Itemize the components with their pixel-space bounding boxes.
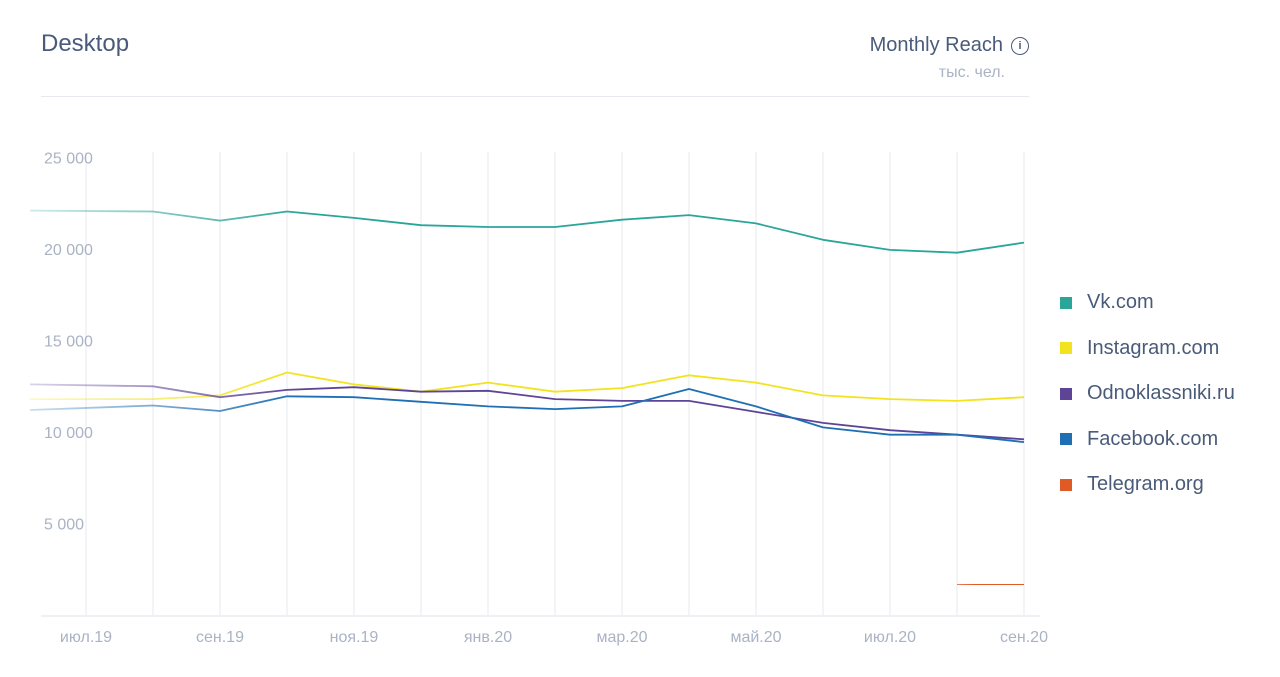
legend-item-instagram-com[interactable]: Instagram.com bbox=[1060, 326, 1235, 372]
chart-title: Desktop bbox=[41, 30, 130, 57]
metric-selector[interactable]: Monthly Reach i bbox=[870, 34, 1029, 57]
series-line-instagram-com bbox=[30, 371, 1025, 402]
legend-label: Telegram.org bbox=[1087, 473, 1204, 496]
chart-legend: Vk.com Instagram.com Odnoklassniki.ru Faceb… bbox=[1060, 280, 1235, 508]
y-tick-label: 10 000 bbox=[44, 425, 93, 442]
x-tick-label: май.20 bbox=[730, 629, 781, 646]
legend-label: Instagram.com bbox=[1087, 336, 1220, 359]
series-line-telegram-org bbox=[956, 583, 1025, 586]
y-tick-label: 20 000 bbox=[44, 242, 93, 259]
x-tick-label: июл.19 bbox=[60, 629, 112, 646]
y-tick-label: 5 000 bbox=[44, 517, 84, 534]
legend-item-vk-com[interactable]: Vk.com bbox=[1060, 280, 1235, 326]
unit-label: тыс. чел. bbox=[938, 64, 1005, 81]
legend-swatch bbox=[1060, 296, 1072, 309]
metric-label: Monthly Reach bbox=[869, 34, 1003, 56]
legend-swatch bbox=[1060, 433, 1072, 446]
x-tick-label: янв.20 bbox=[464, 629, 512, 646]
legend-label: Odnoklassniki.ru bbox=[1087, 382, 1235, 405]
x-tick-label: ноя.19 bbox=[330, 629, 379, 646]
legend-label: Facebook.com bbox=[1087, 427, 1219, 450]
x-tick-label: июл.20 bbox=[864, 629, 916, 646]
legend-label: Vk.com bbox=[1087, 291, 1154, 314]
legend-swatch bbox=[1060, 342, 1072, 355]
info-icon[interactable]: i bbox=[1011, 36, 1029, 55]
legend-swatch bbox=[1060, 478, 1072, 491]
series-line-odnoklassniki-ru bbox=[29, 383, 1025, 441]
x-tick-label: сен.20 bbox=[1000, 629, 1048, 646]
y-tick-label: 25 000 bbox=[44, 151, 93, 168]
legend-swatch bbox=[1060, 387, 1072, 400]
x-tick-label: сен.19 bbox=[196, 629, 244, 646]
series-line-vk-com bbox=[29, 209, 1025, 254]
header-divider bbox=[41, 96, 1029, 97]
x-tick-label: мар.20 bbox=[596, 629, 647, 646]
legend-item-facebook-com[interactable]: Facebook.com bbox=[1060, 417, 1235, 463]
y-tick-label: 15 000 bbox=[44, 334, 93, 351]
legend-item-telegram-org[interactable]: Telegram.org bbox=[1060, 462, 1235, 508]
series-line-facebook-com bbox=[29, 388, 1025, 443]
legend-item-odnoklassniki-ru[interactable]: Odnoklassniki.ru bbox=[1060, 371, 1235, 417]
line-chart: 5 000 10 000 15 000 20 000 25 000 июл.19 сен.1… bbox=[29, 151, 1048, 646]
